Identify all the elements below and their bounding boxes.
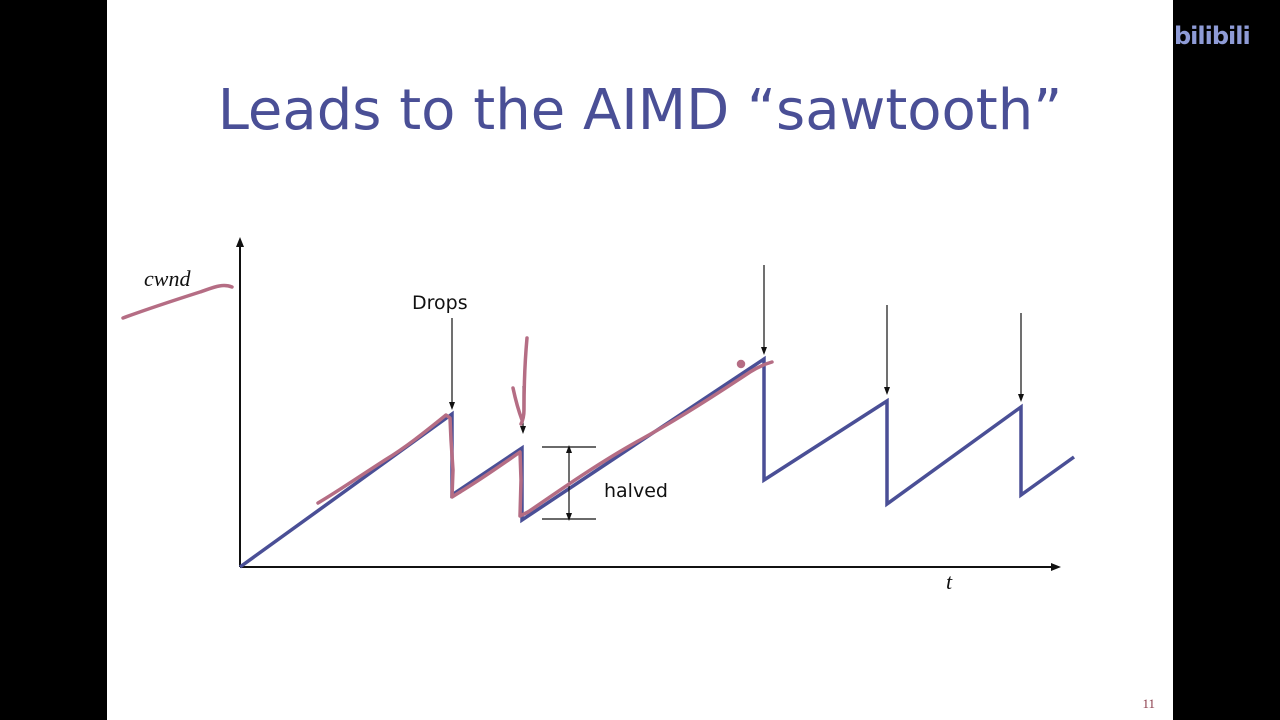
drops-label: Drops (412, 292, 468, 314)
halved-label: halved (604, 480, 668, 502)
slide: Leads to the AIMD “sawtooth” 11 (107, 0, 1173, 720)
pen-stroke-ramp-1 (316, 413, 462, 505)
x-axis-label: t (946, 569, 953, 594)
pen-underline-cwnd (121, 283, 234, 320)
pen-stroke-drop-arrow (511, 336, 529, 426)
pen-dot (736, 359, 746, 369)
pen-annotations (121, 283, 774, 518)
slide-title: Leads to the AIMD “sawtooth” (217, 78, 1063, 143)
bilibili-watermark-logo: bilibili (1174, 22, 1251, 50)
y-axis-label: cwnd (144, 266, 191, 291)
pen-stroke-ramp-3 (526, 360, 774, 514)
page-number: 11 (1142, 696, 1155, 711)
sawtooth-line (238, 355, 1076, 569)
pen-stroke-ramp-2 (458, 450, 530, 518)
